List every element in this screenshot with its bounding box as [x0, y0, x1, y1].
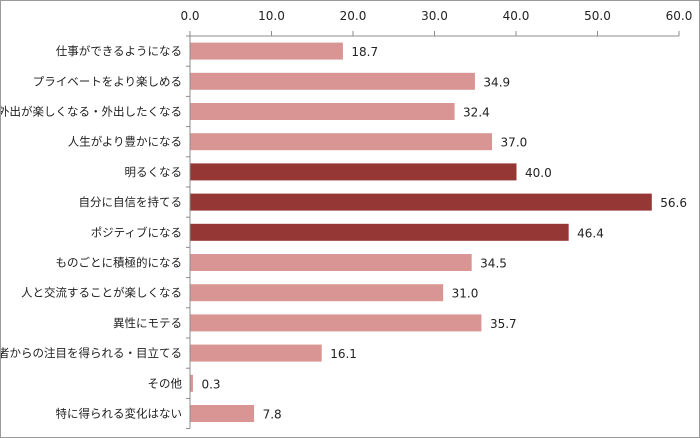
- x-tick-label: 40.0: [503, 9, 530, 23]
- category-label: 自分に自信を持てる: [79, 195, 183, 209]
- x-tick-label: 60.0: [666, 9, 693, 23]
- value-label: 56.6: [660, 196, 687, 210]
- bar: [190, 405, 255, 422]
- category-label: 仕事ができるようになる: [56, 44, 182, 58]
- category-label: プライベートをより楽しめる: [33, 74, 182, 88]
- bar: [190, 223, 569, 241]
- category-label: 異性にモテる: [113, 316, 182, 330]
- value-label: 34.5: [480, 257, 507, 271]
- category-label: ものごとに積極的になる: [56, 256, 183, 270]
- category-label: 他者からの注目を得られる・目立てる: [1, 346, 182, 360]
- bar: [190, 42, 343, 60]
- bar: [190, 193, 652, 211]
- value-label: 32.4: [463, 106, 490, 120]
- value-label: 16.1: [330, 347, 357, 361]
- bar: [190, 103, 455, 120]
- value-label: 37.0: [501, 136, 528, 150]
- value-label: 18.7: [351, 45, 378, 59]
- category-label: 人生がより豊かになる: [68, 135, 182, 149]
- x-tick-label: 20.0: [340, 9, 367, 23]
- category-label: 人と交流することが楽しくなる: [21, 286, 182, 300]
- category-label: 特に得られる変化はない: [56, 407, 183, 421]
- category-label: 明るくなる: [125, 165, 183, 179]
- x-tick-label: 50.0: [584, 9, 611, 23]
- x-tick-label: 30.0: [421, 9, 448, 23]
- value-label: 35.7: [490, 317, 517, 331]
- value-label: 31.0: [452, 287, 479, 301]
- bar: [190, 254, 472, 271]
- bar: [190, 72, 475, 90]
- category-label: その他: [148, 376, 183, 390]
- bar: [190, 163, 517, 181]
- bar: [190, 344, 322, 362]
- bar: [190, 133, 493, 151]
- value-label: 7.8: [263, 408, 282, 422]
- category-label: ポジティブになる: [91, 225, 182, 239]
- x-tick-label: 10.0: [258, 9, 285, 23]
- x-tick-label: 0.0: [180, 9, 199, 23]
- value-label: 34.9: [483, 75, 510, 89]
- value-label: 40.0: [525, 166, 552, 180]
- bar: [190, 374, 193, 392]
- value-label: 46.4: [577, 226, 604, 240]
- value-label: 0.3: [201, 377, 220, 391]
- bar: [190, 314, 482, 332]
- bar: [190, 284, 444, 302]
- category-label: 外出が楽しくなる・外出したくなる: [1, 105, 182, 119]
